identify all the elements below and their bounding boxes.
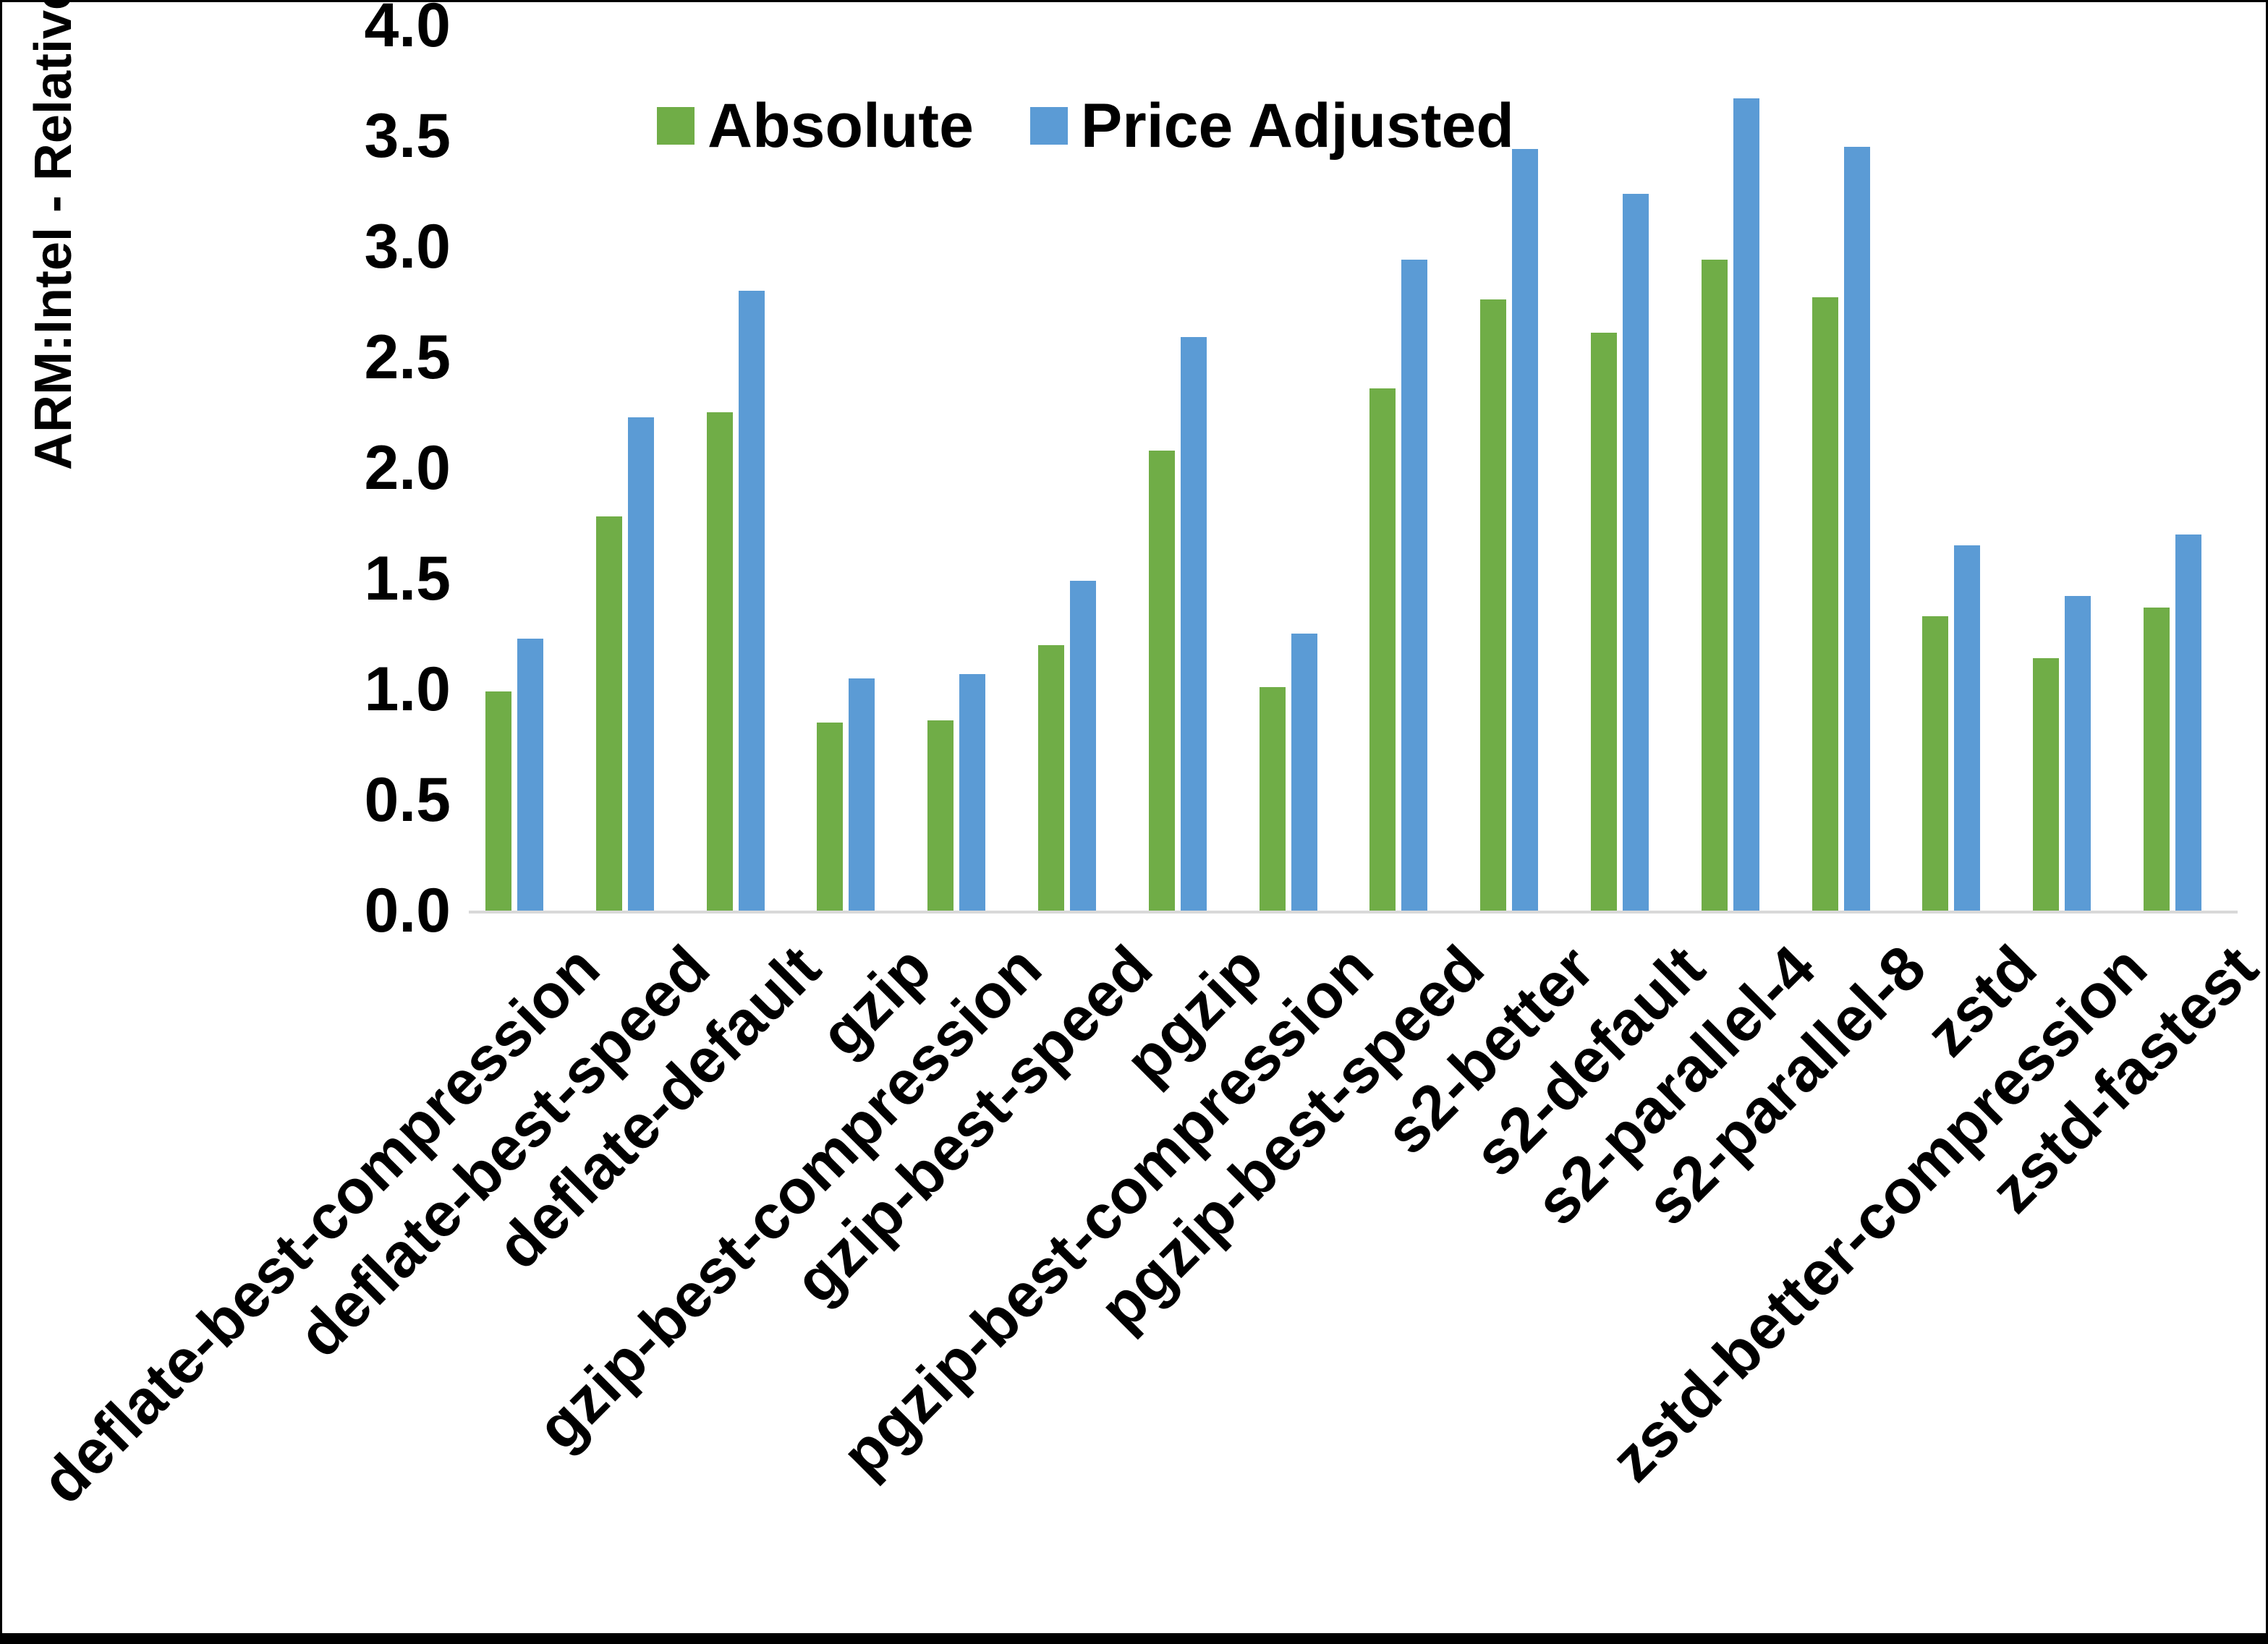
bar-price-adjusted-zstd-fastest (2175, 534, 2201, 911)
bar-price-adjusted-gzip-best-speed (1070, 581, 1096, 911)
y-tick-label: 3.5 (364, 101, 451, 171)
bar-price-adjusted-s2-parallel-4 (1733, 98, 1759, 911)
legend-swatch-price-adjusted (1029, 107, 1068, 145)
bar-price-adjusted-deflate-best-speed (628, 417, 654, 911)
y-tick-label: 0.5 (364, 765, 451, 835)
bar-price-adjusted-pgzip-best-compression (1291, 634, 1317, 911)
bar-price-adjusted-s2-default (1623, 194, 1649, 911)
bar-price-adjusted-s2-better (1512, 149, 1538, 911)
bar-price-adjusted-gzip-best-compression (959, 674, 985, 911)
bar-absolute-zstd-better-compression (2033, 658, 2059, 911)
bar-absolute-zstd-fastest (2144, 608, 2170, 911)
bar-absolute-deflate-best-speed (596, 516, 622, 911)
x-axis-line (469, 911, 2238, 913)
y-tick-label: 0.0 (364, 876, 451, 945)
legend: Absolute Price Adjusted (657, 95, 1514, 157)
bar-price-adjusted-pgzip-best-speed (1401, 260, 1427, 911)
y-tick-label: 2.0 (364, 433, 451, 503)
bar-absolute-s2-better (1480, 299, 1506, 911)
bar-absolute-gzip-best-speed (1038, 645, 1064, 911)
legend-swatch-absolute (657, 107, 695, 145)
bar-price-adjusted-s2-parallel-8 (1844, 147, 1870, 911)
bar-price-adjusted-deflate-default (739, 291, 765, 911)
legend-label-price-adjusted: Price Adjusted (1080, 91, 1514, 161)
bar-absolute-zstd (1922, 616, 1948, 911)
bar-price-adjusted-zstd (1954, 545, 1980, 911)
bar-price-adjusted-deflate-best-compression (517, 639, 543, 911)
bar-price-adjusted-pgzip (1181, 337, 1207, 911)
bar-absolute-s2-parallel-8 (1812, 297, 1838, 911)
bar-absolute-pgzip-best-speed (1369, 388, 1396, 911)
bar-absolute-pgzip (1149, 451, 1175, 911)
bar-price-adjusted-gzip (849, 678, 875, 911)
y-tick-label: 3.0 (364, 212, 451, 281)
bar-absolute-pgzip-best-compression (1260, 687, 1286, 911)
legend-label-absolute: Absolute (708, 91, 974, 161)
y-tick-label: 1.5 (364, 544, 451, 613)
bar-price-adjusted-zstd-better-compression (2065, 596, 2091, 911)
y-tick-label: 4.0 (364, 0, 451, 60)
bar-absolute-deflate-default (707, 412, 733, 911)
bar-absolute-gzip (817, 723, 843, 911)
y-tick-label: 1.0 (364, 655, 451, 724)
bar-absolute-gzip-best-compression (927, 720, 954, 911)
bar-absolute-deflate-best-compression (485, 691, 511, 911)
bar-absolute-s2-default (1591, 333, 1617, 911)
bar-absolute-s2-parallel-4 (1702, 260, 1728, 911)
y-tick-label: 2.5 (364, 323, 451, 392)
